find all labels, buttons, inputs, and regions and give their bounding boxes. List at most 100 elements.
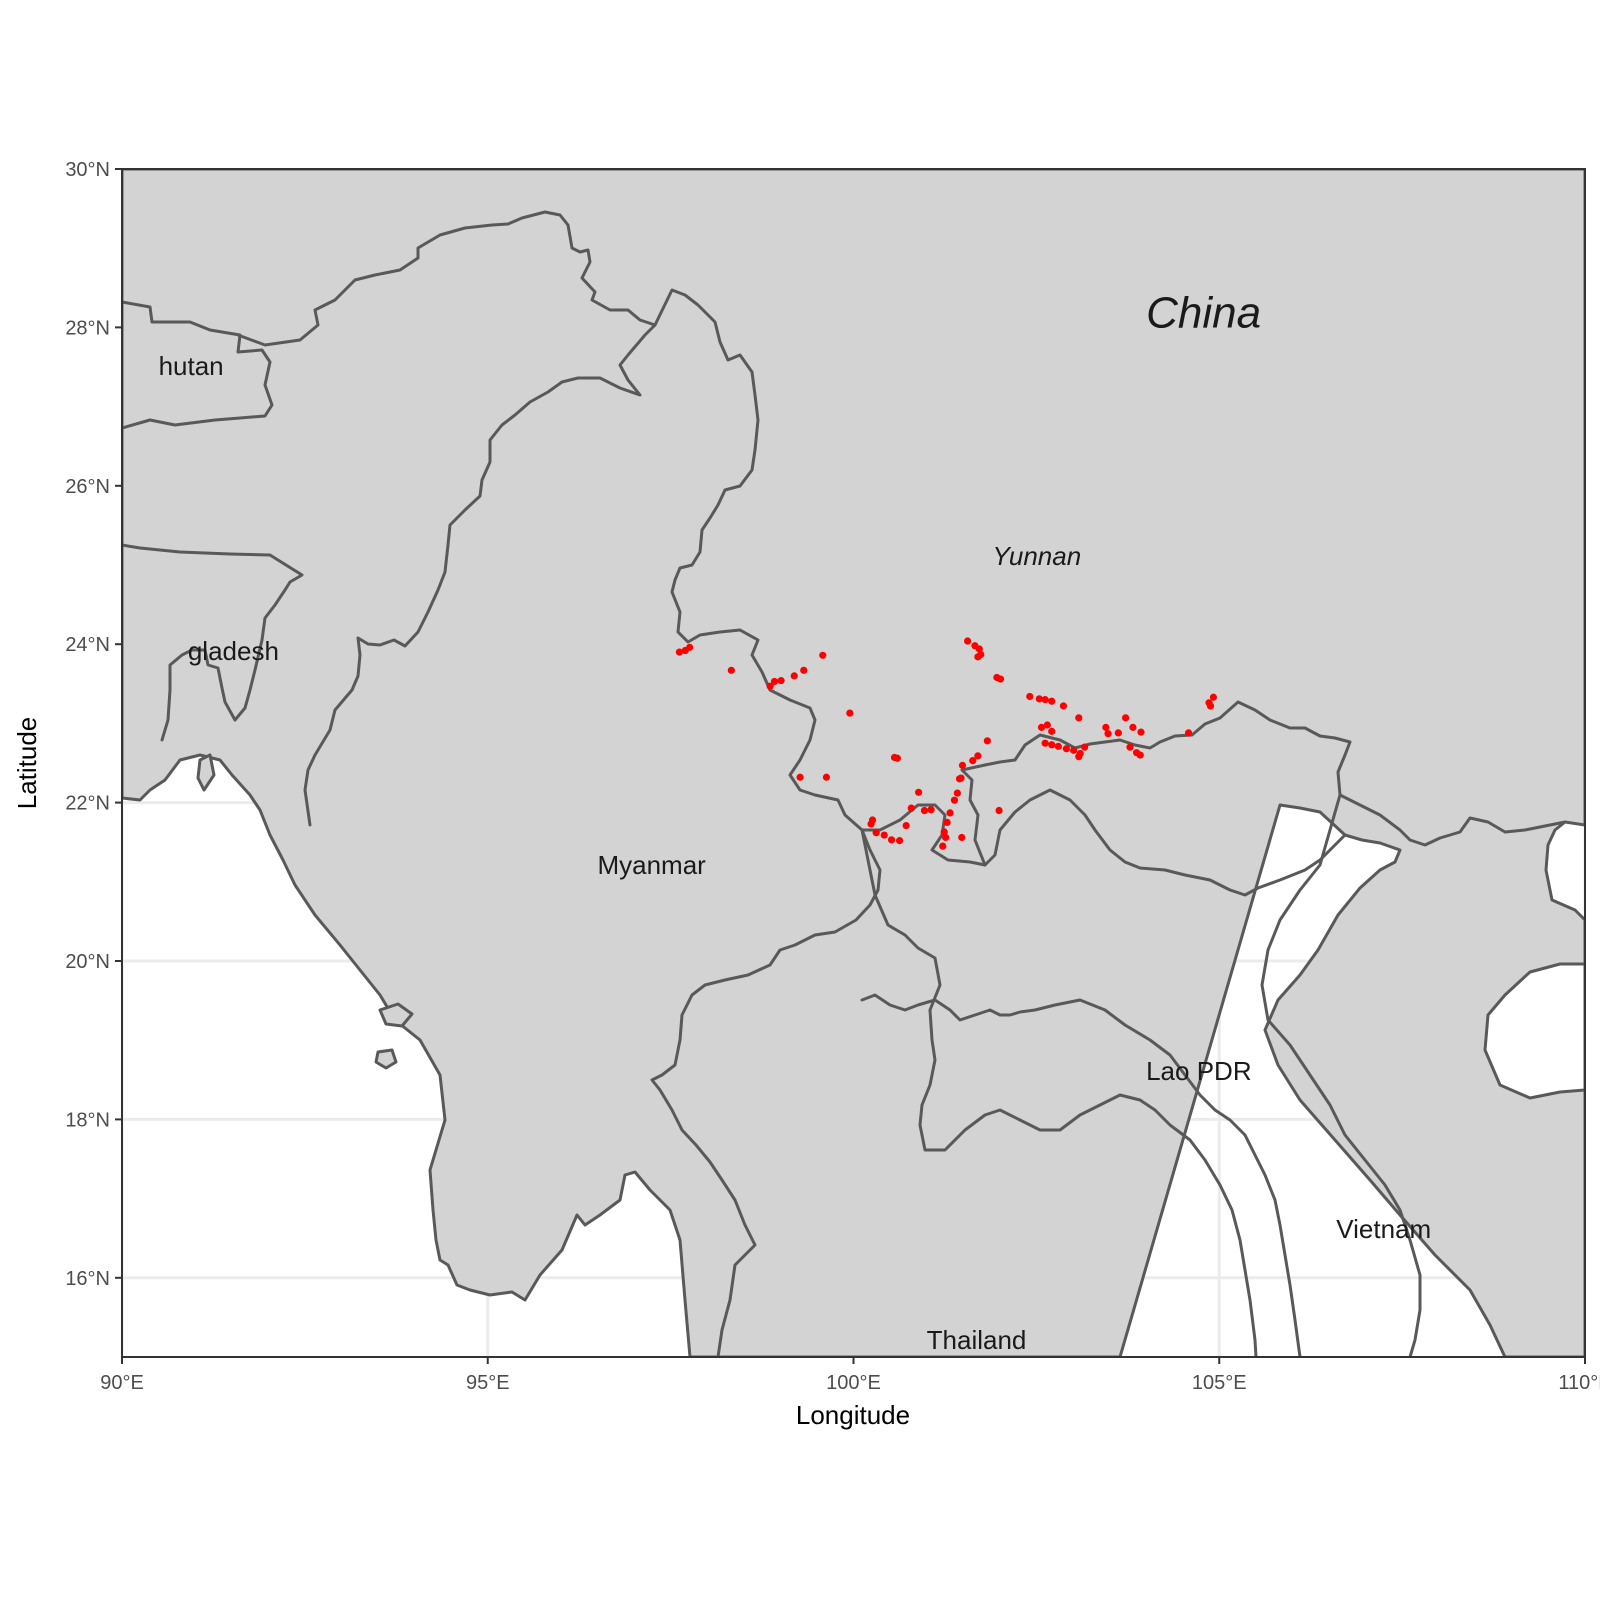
occurrence-point-69 — [939, 842, 947, 850]
occurrence-point-54 — [880, 831, 888, 839]
x-tick-label-4: 110°E — [1558, 1372, 1600, 1394]
occurrence-point-17 — [977, 650, 985, 659]
occurrence-point-34 — [1136, 751, 1144, 759]
occurrence-point-74 — [995, 806, 1003, 815]
occurrence-point-53 — [872, 829, 880, 837]
border-china-myanmar — [653, 288, 987, 867]
place-label-china: China — [1146, 288, 1261, 337]
occurrence-point-42 — [1041, 739, 1049, 747]
occurrence-point-59 — [915, 788, 923, 796]
occurrence-point-68 — [940, 828, 948, 836]
place-label-thailand: Thailand — [927, 1325, 1027, 1355]
occurrence-point-62 — [958, 761, 967, 769]
occurrence-point-41 — [1048, 727, 1056, 735]
occurrence-point-30 — [1129, 723, 1137, 731]
occurrence-point-23 — [1048, 697, 1056, 705]
y-tick-label-1: 18°N — [65, 1109, 110, 1131]
occurrence-point-65 — [950, 796, 959, 804]
border-myanmar-laos — [983, 788, 1347, 897]
place-label-vietnam: Vietnam — [1336, 1214, 1431, 1244]
place-labels: China Yunnan hutan gladesh Myanmar Lao PDR Vie… — [159, 288, 1432, 1355]
occurrence-point-12 — [822, 773, 831, 781]
occurrence-point-4 — [766, 682, 774, 690]
occurrence-point-29 — [1122, 714, 1130, 722]
occurrence-point-19 — [996, 675, 1005, 683]
border-india-myanmar — [236, 210, 657, 827]
occurrence-point-1 — [686, 643, 694, 651]
island-3 — [196, 753, 216, 792]
place-label-lao-pdr: Lao PDR — [1146, 1056, 1252, 1086]
occurrence-point-6 — [777, 677, 785, 685]
place-label-yunnan: Yunnan — [992, 541, 1081, 571]
occurrence-point-57 — [902, 821, 910, 830]
border-myanmar-thailand — [650, 828, 882, 1357]
occurrence-point-32 — [1126, 743, 1134, 751]
occurrence-point-39 — [1037, 723, 1046, 731]
y-axis-title: Latitude — [12, 717, 42, 810]
occurrence-point-13 — [964, 637, 972, 645]
occurrence-point-20 — [1026, 692, 1034, 701]
occurrence-point-48 — [1081, 743, 1089, 751]
land-layer — [122, 169, 1585, 1357]
occurrence-point-11 — [796, 773, 804, 781]
border-thailand-laos — [860, 993, 1302, 1357]
occurrence-point-10 — [846, 709, 854, 717]
occurrence-point-38 — [1206, 702, 1215, 710]
y-tick-label-5: 26°N — [65, 476, 110, 498]
occurrence-point-21 — [1035, 695, 1043, 703]
occurrence-point-9 — [819, 651, 827, 659]
occurrence-point-3 — [727, 666, 735, 674]
occurrence-point-60 — [920, 806, 929, 815]
x-axis-title: Longitude — [796, 1400, 910, 1430]
occurrence-point-67 — [943, 818, 951, 827]
island-2 — [378, 1002, 414, 1028]
occurrence-point-2 — [675, 648, 684, 656]
occurrence-point-8 — [800, 666, 808, 674]
x-tick-label-2: 100°E — [826, 1372, 881, 1394]
place-label-myanmar: Myanmar — [597, 850, 706, 880]
occurrence-point-49 — [1075, 753, 1083, 761]
y-tick-label-7: 30°N — [65, 159, 110, 181]
occurrence-point-26 — [1102, 723, 1110, 731]
x-tick-label-0: 90°E — [100, 1372, 144, 1394]
axis-ticks: 90°E 95°E 100°E 105°E 110°E 16°N 18°N 20°N 22°N 2… — [65, 159, 1600, 1394]
occurrence-point-43 — [1048, 741, 1056, 749]
occurrence-point-64 — [953, 789, 961, 797]
occurrence-point-24 — [1059, 702, 1068, 710]
occurrence-point-56 — [895, 837, 904, 845]
occurrence-point-37 — [1209, 693, 1217, 701]
place-label-hutan: hutan — [159, 351, 224, 381]
border-bhutan — [122, 300, 274, 430]
border-laos-vietnam — [1260, 793, 1422, 1357]
occurrence-point-7 — [790, 672, 798, 680]
y-tick-label-2: 20°N — [65, 951, 110, 973]
occurrence-point-70 — [958, 833, 966, 842]
occurrence-point-72 — [983, 737, 991, 745]
occurrence-point-25 — [1075, 714, 1083, 722]
y-tick-label-0: 16°N — [65, 1268, 110, 1290]
occurrence-points — [675, 637, 1217, 850]
y-tick-label-6: 28°N — [65, 317, 110, 339]
x-tick-label-1: 95°E — [466, 1372, 510, 1394]
occurrence-point-46 — [1070, 746, 1078, 754]
occurrence-point-40 — [1043, 721, 1051, 729]
occurrence-point-51 — [893, 754, 901, 762]
occurrence-point-44 — [1054, 742, 1062, 750]
occurrence-point-73 — [969, 757, 977, 765]
island-1 — [374, 1048, 398, 1070]
occurrence-point-35 — [1184, 729, 1193, 737]
occurrence-point-31 — [1137, 728, 1145, 736]
occurrence-point-77 — [942, 833, 950, 842]
occurrence-point-45 — [1062, 745, 1070, 753]
occurrence-point-58 — [907, 804, 915, 812]
occurrence-point-71 — [974, 752, 982, 760]
occurrence-point-55 — [887, 836, 896, 844]
occurrence-point-27 — [1104, 730, 1112, 738]
occurrence-point-15 — [975, 645, 983, 653]
place-label-gladesh: gladesh — [188, 636, 279, 666]
occurrence-point-61 — [927, 806, 935, 814]
occurrence-point-28 — [1114, 729, 1122, 737]
x-tick-label-3: 105°E — [1192, 1372, 1247, 1394]
occurrence-point-66 — [946, 809, 954, 817]
